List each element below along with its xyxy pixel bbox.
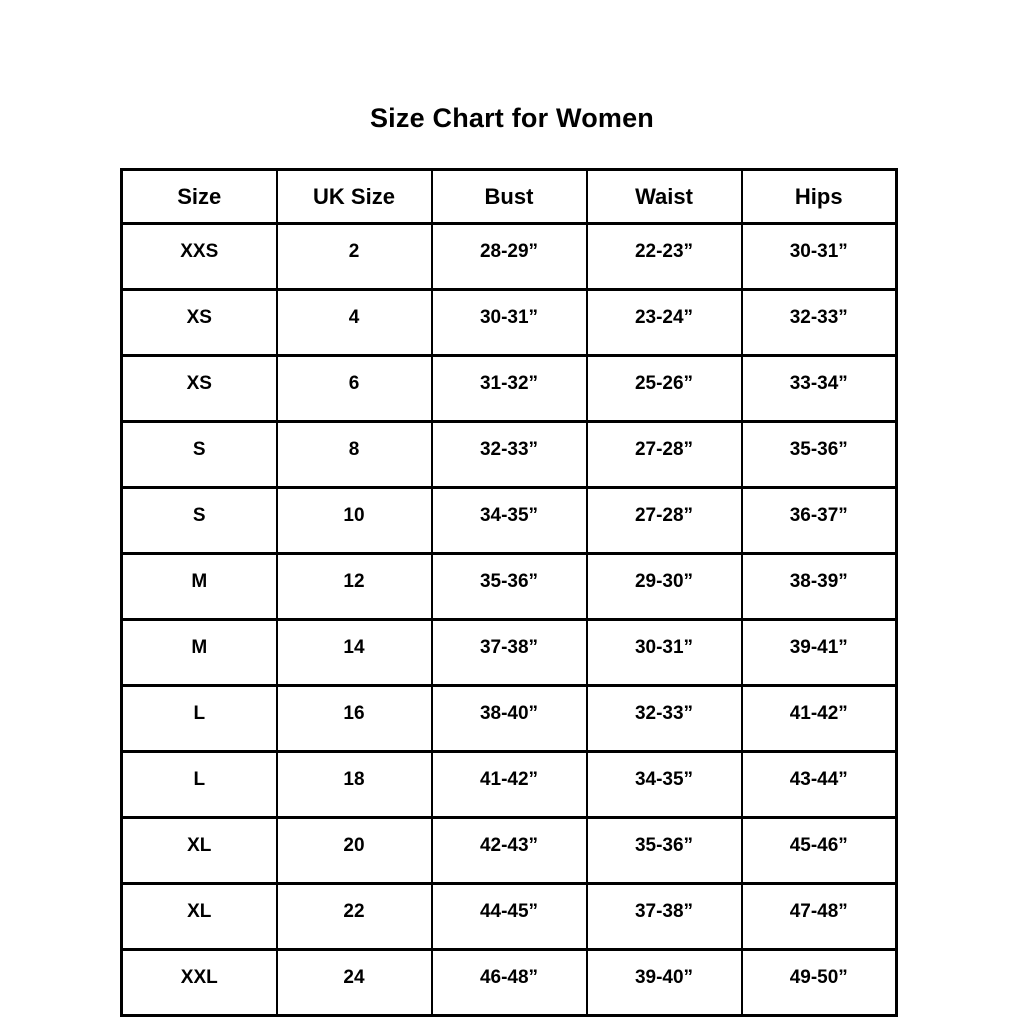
table-row: L 16 38-40” 32-33” 41-42” (120, 684, 898, 753)
table-cell: 16 (275, 684, 433, 753)
table-cell: 31-32” (430, 354, 588, 423)
table-cell: 23-24” (585, 288, 743, 357)
size-table: Size UK Size Bust Waist Hips XXS 2 28-29” 22-23… (120, 168, 898, 1017)
table-cell: 34-35” (585, 750, 743, 819)
table-cell: 30-31” (430, 288, 588, 357)
table-cell: 32-33” (430, 420, 588, 489)
table-row: XS 6 31-32” 25-26” 33-34” (120, 354, 898, 423)
table-cell: M (120, 618, 278, 687)
table-cell: L (120, 750, 278, 819)
table-cell: 35-36” (740, 420, 898, 489)
table-cell: 24 (275, 948, 433, 1017)
table-cell: 22 (275, 882, 433, 951)
column-header: Bust (430, 168, 588, 225)
table-cell: 2 (275, 222, 433, 291)
table-cell: XXL (120, 948, 278, 1017)
table-cell: XS (120, 354, 278, 423)
column-header: Size (120, 168, 278, 225)
table-cell: 6 (275, 354, 433, 423)
table-row: M 12 35-36” 29-30” 38-39” (120, 552, 898, 621)
table-cell: 20 (275, 816, 433, 885)
table-row: S 8 32-33” 27-28” 35-36” (120, 420, 898, 489)
table-cell: 35-36” (585, 816, 743, 885)
table-row: XXS 2 28-29” 22-23” 30-31” (120, 222, 898, 291)
table-cell: 41-42” (430, 750, 588, 819)
table-cell: XL (120, 882, 278, 951)
table-cell: 43-44” (740, 750, 898, 819)
table-cell: 34-35” (430, 486, 588, 555)
table-cell: 33-34” (740, 354, 898, 423)
table-cell: XS (120, 288, 278, 357)
table-cell: 47-48” (740, 882, 898, 951)
table-cell: 37-38” (430, 618, 588, 687)
table-row: S 10 34-35” 27-28” 36-37” (120, 486, 898, 555)
table-cell: 28-29” (430, 222, 588, 291)
table-cell: L (120, 684, 278, 753)
table-row: XL 22 44-45” 37-38” 47-48” (120, 882, 898, 951)
table-cell: 4 (275, 288, 433, 357)
table-row: XL 20 42-43” 35-36” 45-46” (120, 816, 898, 885)
column-header: Waist (585, 168, 743, 225)
table-cell: 14 (275, 618, 433, 687)
table-cell: S (120, 420, 278, 489)
table-cell: 27-28” (585, 420, 743, 489)
table-cell: 25-26” (585, 354, 743, 423)
table-cell: XL (120, 816, 278, 885)
column-header: Hips (740, 168, 898, 225)
size-table-header-row: Size UK Size Bust Waist Hips (120, 168, 898, 225)
table-row: L 18 41-42” 34-35” 43-44” (120, 750, 898, 819)
table-cell: 37-38” (585, 882, 743, 951)
table-cell: 49-50” (740, 948, 898, 1017)
table-cell: 30-31” (740, 222, 898, 291)
table-cell: 38-39” (740, 552, 898, 621)
table-cell: 45-46” (740, 816, 898, 885)
table-cell: 27-28” (585, 486, 743, 555)
column-header: UK Size (275, 168, 433, 225)
table-cell: 22-23” (585, 222, 743, 291)
page-title: Size Chart for Women (369, 103, 655, 133)
table-cell: 10 (275, 486, 433, 555)
table-cell: 46-48” (430, 948, 588, 1017)
table-cell: 39-40” (585, 948, 743, 1017)
table-cell: 8 (275, 420, 433, 489)
table-cell: 32-33” (585, 684, 743, 753)
table-row: M 14 37-38” 30-31” 39-41” (120, 618, 898, 687)
table-cell: 38-40” (430, 684, 588, 753)
table-cell: 12 (275, 552, 433, 621)
table-row: XXL 24 46-48” 39-40” 49-50” (120, 948, 898, 1017)
table-cell: XXS (120, 222, 278, 291)
table-row: XS 4 30-31” 23-24” 32-33” (120, 288, 898, 357)
table-cell: 39-41” (740, 618, 898, 687)
table-cell: 44-45” (430, 882, 588, 951)
table-cell: 18 (275, 750, 433, 819)
table-cell: S (120, 486, 278, 555)
table-cell: 29-30” (585, 552, 743, 621)
table-cell: 42-43” (430, 816, 588, 885)
table-cell: 36-37” (740, 486, 898, 555)
table-cell: 35-36” (430, 552, 588, 621)
table-cell: M (120, 552, 278, 621)
size-table-body: XXS 2 28-29” 22-23” 30-31” XS 4 30-31” 23-24” 32-… (120, 222, 898, 1017)
table-cell: 41-42” (740, 684, 898, 753)
table-cell: 32-33” (740, 288, 898, 357)
table-cell: 30-31” (585, 618, 743, 687)
